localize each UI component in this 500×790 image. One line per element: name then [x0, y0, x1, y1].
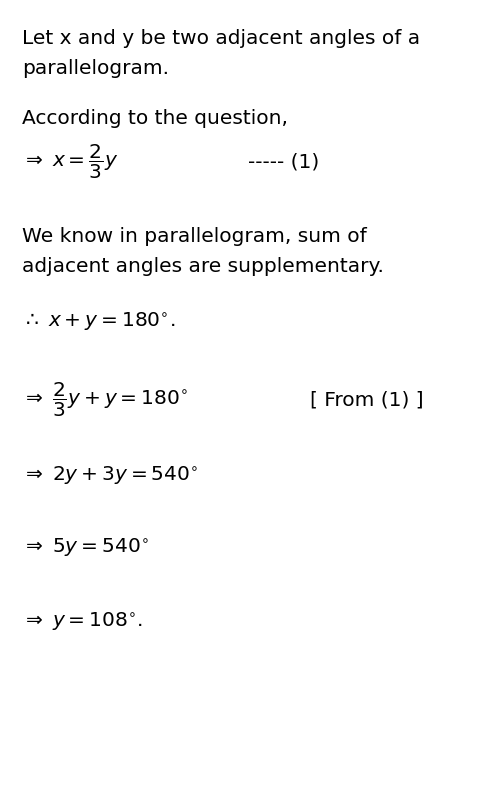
Text: $\Rightarrow\; 5y = 540^{\circ}$: $\Rightarrow\; 5y = 540^{\circ}$ [22, 536, 149, 559]
Text: According to the question,: According to the question, [22, 108, 288, 127]
Text: [ From (1) ]: [ From (1) ] [310, 390, 424, 409]
Text: $\therefore\; x + y = 180^{\circ}.$: $\therefore\; x + y = 180^{\circ}.$ [22, 310, 176, 333]
Text: adjacent angles are supplementary.: adjacent angles are supplementary. [22, 257, 384, 276]
Text: Let x and y be two adjacent angles of a: Let x and y be two adjacent angles of a [22, 28, 420, 47]
Text: $\Rightarrow\; \dfrac{2}{3}y + y = 180^{\circ}$: $\Rightarrow\; \dfrac{2}{3}y + y = 180^{… [22, 381, 188, 419]
Text: parallelogram.: parallelogram. [22, 58, 169, 77]
Text: $\Rightarrow\; 2y + 3y = 540^{\circ}$: $\Rightarrow\; 2y + 3y = 540^{\circ}$ [22, 465, 198, 487]
Text: We know in parallelogram, sum of: We know in parallelogram, sum of [22, 227, 367, 246]
Text: ----- (1): ----- (1) [248, 152, 320, 171]
Text: $\Rightarrow\; y = 108^{\circ}.$: $\Rightarrow\; y = 108^{\circ}.$ [22, 611, 143, 634]
Text: $\Rightarrow\; x = \dfrac{2}{3}y$: $\Rightarrow\; x = \dfrac{2}{3}y$ [22, 143, 118, 181]
